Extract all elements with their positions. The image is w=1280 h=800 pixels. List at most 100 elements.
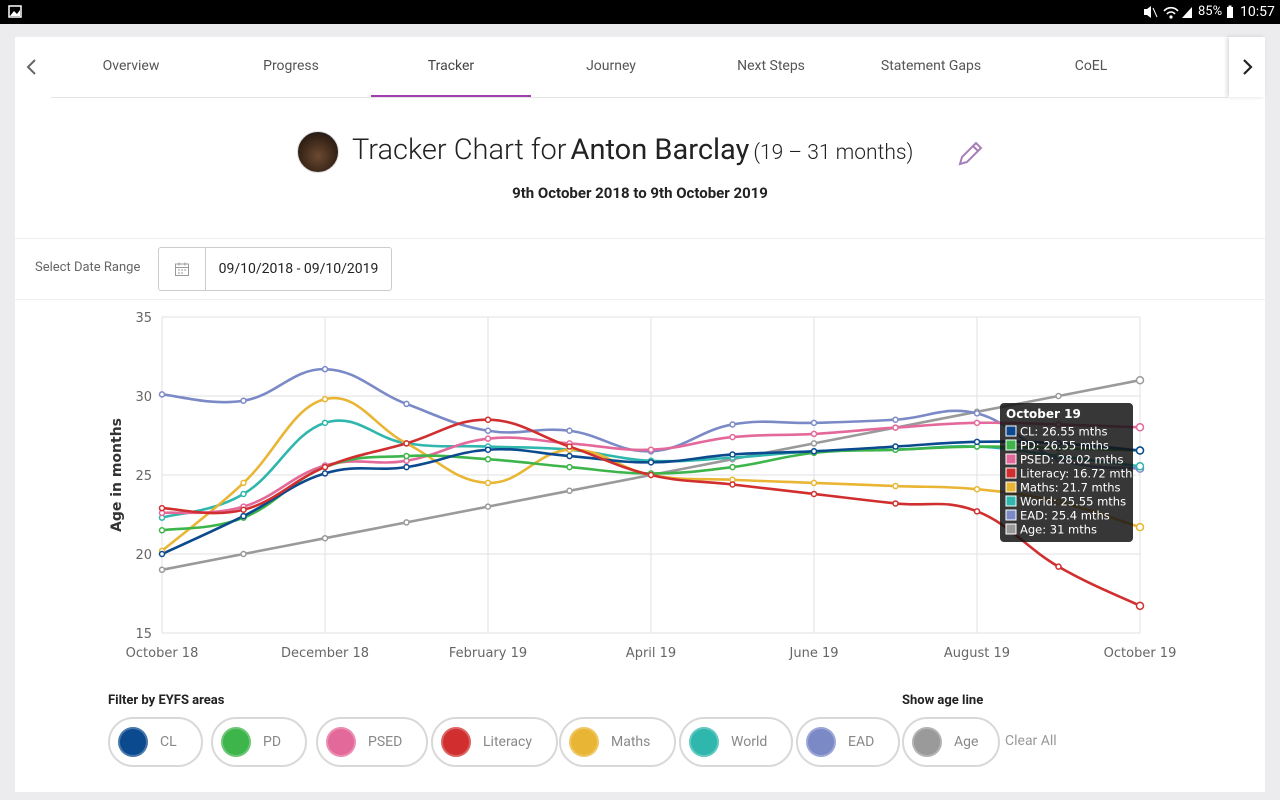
y-axis-title: Age in months (109, 418, 125, 532)
tab[interactable]: Overview (102, 58, 160, 74)
tooltip-item: Age: 31 mths (1020, 523, 1097, 537)
chip-label: CL (160, 734, 177, 750)
child-avatar (297, 131, 339, 173)
date-range-value: 09/10/2018 - 09/10/2019 (218, 261, 379, 277)
data-point (1135, 423, 1145, 432)
tooltip-swatch (1005, 425, 1017, 437)
data-point (973, 508, 981, 515)
data-point (729, 433, 736, 441)
filter-chip[interactable]: EAD (796, 717, 901, 767)
data-point (566, 427, 573, 435)
data-point (810, 430, 818, 438)
data-point (158, 550, 166, 558)
tab[interactable]: Next Steps (737, 58, 805, 74)
x-tick-label: December 18 (281, 646, 369, 661)
date-range-input[interactable]: 09/10/2018 - 09/10/2019 (158, 247, 392, 291)
battery-icon (1227, 5, 1233, 18)
y-tick-label: 25 (135, 469, 152, 484)
y-tick-label: 15 (135, 627, 152, 642)
x-tick-label: February 19 (449, 646, 527, 661)
period: 9th October 2018 to 9th October 2019 (512, 184, 768, 202)
filter-chip[interactable]: Maths (559, 717, 677, 767)
data-point (484, 446, 492, 453)
data-point (321, 365, 329, 373)
chip-icon (326, 727, 356, 757)
edit-icon[interactable] (955, 139, 985, 169)
tooltip-item: Literacy: 16.72 mths (1020, 467, 1138, 481)
filter-chip[interactable]: PSED (316, 717, 429, 767)
tooltip-swatch (1005, 523, 1017, 535)
data-point (892, 443, 899, 450)
date-range-label: Select Date Range (35, 260, 141, 275)
tooltip-swatch (1005, 495, 1017, 507)
chip-icon (912, 727, 942, 757)
tab-next[interactable] (1229, 37, 1265, 97)
clock: 10:57 (1240, 4, 1275, 20)
tab[interactable]: Progress (263, 58, 319, 74)
tooltip-item: PD: 26.55 mths (1020, 439, 1109, 453)
data-point (403, 452, 410, 460)
data-point (321, 419, 329, 427)
data-point (484, 416, 492, 423)
tab[interactable]: Tracker (371, 37, 531, 97)
tooltip-item: EAD: 25.4 mths (1020, 509, 1110, 523)
tab[interactable]: Statement Gaps (880, 58, 982, 74)
data-point (484, 503, 492, 510)
status-bar: 85% 10:57 (0, 0, 1280, 24)
tooltip-swatch (1005, 439, 1017, 451)
data-point (240, 397, 247, 404)
data-point (647, 459, 655, 466)
calendar-button[interactable] (159, 248, 206, 290)
data-point (810, 419, 818, 427)
chip-label: Maths (611, 734, 651, 750)
age-range: (19 – 31 months) (753, 141, 914, 165)
data-point (1135, 522, 1145, 532)
filter-chip[interactable]: Age (902, 717, 1001, 767)
child-name: Anton Barclay (570, 133, 750, 167)
clear-all[interactable]: Clear All (1005, 733, 1057, 749)
filter-chip[interactable]: PD (211, 717, 308, 767)
data-point (566, 452, 573, 460)
data-point (321, 470, 329, 477)
data-point (729, 451, 736, 458)
x-tick-label: October 18 (126, 646, 199, 661)
chip-icon (441, 727, 471, 757)
data-point (973, 410, 981, 417)
tooltip-item: CL: 26.55 mths (1020, 425, 1108, 439)
x-tick-label: June 19 (789, 646, 839, 661)
data-point (810, 479, 818, 487)
filter-chip[interactable]: Literacy (431, 717, 558, 767)
data-point (240, 550, 247, 558)
tab-bar: Overview Progress Tracker Journey Next Steps… (51, 37, 1228, 98)
data-point (973, 485, 981, 493)
tooltip-swatch (1005, 467, 1017, 479)
chip-icon (806, 727, 836, 757)
data-point (566, 443, 573, 450)
tab-prev[interactable] (22, 57, 42, 77)
chip-icon (569, 727, 599, 757)
tooltip-box (1000, 403, 1133, 542)
calendar-icon (175, 262, 189, 276)
filter-chip[interactable]: World (679, 717, 794, 767)
data-point (892, 482, 899, 490)
data-point (892, 500, 899, 507)
data-point (810, 448, 818, 455)
y-tick-label: 20 (135, 548, 152, 563)
data-point (1055, 392, 1062, 400)
gallery-icon (8, 5, 22, 18)
tab[interactable]: CoEL (1074, 58, 1108, 74)
data-point (1135, 375, 1145, 385)
tooltip-item: World: 25.55 mths (1020, 495, 1126, 509)
chip-label: PSED (368, 734, 403, 750)
tab[interactable]: Journey (586, 58, 636, 74)
data-point (403, 400, 410, 408)
filter-chip[interactable]: CL (108, 717, 203, 767)
data-point (158, 504, 166, 512)
data-point (973, 419, 981, 427)
data-point (566, 463, 573, 471)
data-point (729, 421, 736, 428)
data-point (240, 479, 247, 487)
data-point (321, 534, 329, 542)
chip-icon (221, 727, 251, 757)
data-point (973, 438, 981, 446)
